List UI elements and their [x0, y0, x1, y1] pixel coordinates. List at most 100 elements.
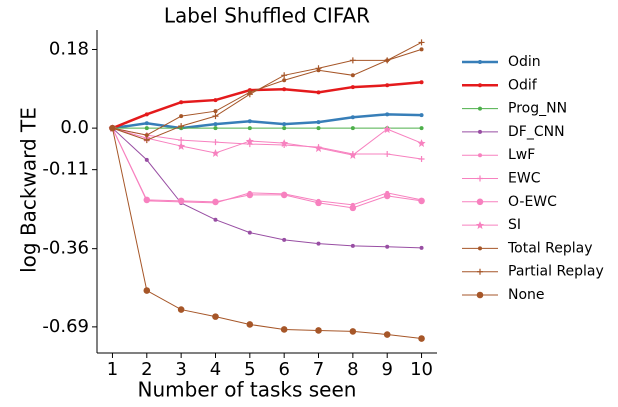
marker — [315, 199, 322, 207]
marker — [350, 126, 355, 131]
x-tick-label: 4 — [210, 359, 221, 380]
marker — [384, 57, 391, 64]
series-line — [112, 127, 422, 160]
marker — [144, 121, 149, 126]
marker — [419, 126, 424, 131]
marker — [109, 124, 116, 132]
marker — [316, 126, 321, 131]
y-tick-label: -0.36 — [42, 238, 89, 259]
marker — [212, 313, 219, 320]
marker — [350, 243, 355, 248]
marker — [383, 331, 391, 338]
marker — [144, 133, 149, 138]
legend-marker — [478, 246, 482, 251]
marker — [316, 241, 321, 246]
marker — [280, 191, 288, 199]
marker — [212, 139, 219, 146]
legend-label: Prog_NN — [508, 101, 567, 117]
legend-label: None — [508, 287, 545, 303]
marker — [282, 122, 287, 127]
marker — [384, 151, 391, 158]
marker — [418, 156, 425, 163]
marker — [281, 72, 288, 79]
chart-title: Label Shuffled CIFAR — [164, 4, 370, 28]
marker — [418, 335, 425, 342]
marker — [213, 122, 218, 127]
series — [109, 125, 425, 163]
x-tick-label: 6 — [278, 359, 289, 380]
marker — [177, 306, 185, 313]
marker — [247, 119, 252, 124]
y-tick-label: 0.0 — [60, 117, 89, 138]
marker — [350, 115, 355, 120]
marker — [144, 112, 149, 117]
marker — [245, 137, 254, 146]
legend-marker — [478, 60, 482, 64]
marker — [247, 126, 252, 131]
series-line — [112, 113, 422, 130]
legend-label: Odif — [508, 77, 538, 93]
marker — [213, 109, 218, 114]
x-tick-label: 7 — [313, 359, 324, 380]
marker — [417, 139, 426, 148]
marker — [178, 123, 185, 130]
series-line — [112, 48, 422, 136]
marker — [246, 321, 254, 328]
marker — [213, 126, 218, 131]
legend-label: SI — [508, 217, 521, 233]
marker — [383, 192, 391, 200]
marker — [315, 65, 322, 72]
marker — [282, 78, 287, 83]
marker — [350, 73, 355, 78]
marker — [213, 217, 218, 222]
marker — [418, 197, 425, 205]
legend-marker — [478, 106, 482, 111]
legend-marker — [477, 175, 483, 182]
legend-marker — [476, 198, 484, 206]
marker — [350, 85, 355, 90]
series — [109, 124, 425, 342]
legend-marker — [478, 129, 482, 134]
marker — [179, 100, 184, 105]
series-line — [112, 41, 422, 141]
x-tick-label: 3 — [175, 359, 186, 380]
legend-label: Odin — [508, 54, 541, 70]
marker — [211, 149, 220, 158]
legend-label: Total Replay — [507, 240, 593, 256]
marker — [246, 191, 254, 199]
legend-label: Partial Replay — [508, 264, 604, 280]
series-line — [112, 127, 422, 209]
marker — [143, 196, 151, 204]
marker — [385, 112, 390, 117]
marker — [419, 47, 424, 52]
x-tick-label: 9 — [381, 359, 392, 380]
x-tick-label: 1 — [107, 359, 118, 380]
series-line — [111, 80, 422, 130]
marker — [419, 113, 424, 118]
marker — [143, 137, 150, 144]
x-tick-label: 10 — [410, 359, 433, 380]
marker — [314, 144, 323, 153]
marker — [348, 151, 357, 160]
marker — [247, 230, 252, 235]
legend-label: LwF — [508, 147, 535, 163]
x-axis-label: Number of tasks seen — [138, 378, 357, 402]
y-tick-label: -0.11 — [42, 159, 89, 180]
marker — [143, 287, 151, 294]
x-tick-label: 5 — [244, 359, 255, 380]
marker — [212, 198, 219, 206]
x-tick-label: 2 — [141, 359, 152, 380]
marker — [349, 328, 357, 335]
legend-label: DF_CNN — [508, 124, 565, 140]
marker — [419, 80, 424, 85]
series — [110, 112, 424, 131]
marker — [280, 139, 289, 148]
series — [109, 124, 425, 212]
legend-marker — [477, 268, 483, 275]
marker — [315, 327, 322, 334]
marker — [282, 237, 287, 242]
marker — [316, 120, 321, 125]
marker — [144, 126, 149, 131]
marker — [385, 83, 390, 88]
